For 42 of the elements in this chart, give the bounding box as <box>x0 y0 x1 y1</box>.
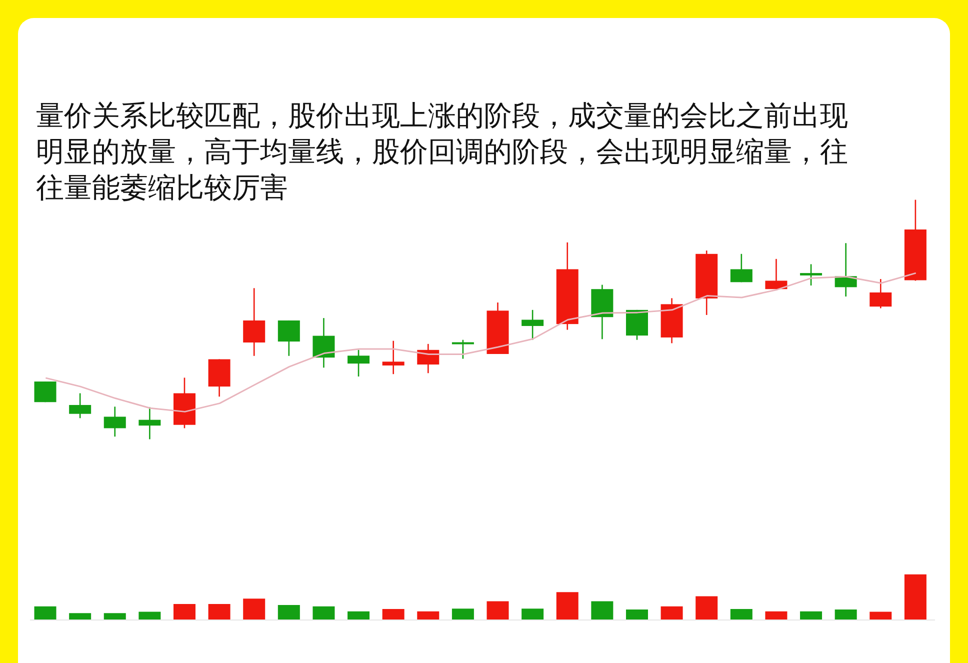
candlestick <box>69 392 92 419</box>
bar <box>312 606 335 620</box>
bar <box>173 604 196 620</box>
bar <box>208 604 230 620</box>
bar <box>870 612 892 620</box>
bar <box>834 610 857 620</box>
candlestick <box>870 278 892 309</box>
candlestick <box>312 317 335 368</box>
candlestick <box>730 253 752 283</box>
bar <box>34 606 56 620</box>
candlestick <box>243 287 266 357</box>
candlestick <box>522 309 544 341</box>
candlestick <box>278 320 300 357</box>
chart-title: 量价关系比较匹配，股价出现上涨的阶段，成交量的会比之前出现明显的放量，高于均量线，股价回调的阶段，会出现明显缩量，往往量能萎缩比较厉害 <box>36 98 849 206</box>
candlestick <box>348 349 370 378</box>
bar <box>522 608 544 620</box>
candlestick <box>138 406 161 440</box>
bar <box>730 609 752 620</box>
bar <box>382 609 404 620</box>
bar <box>243 598 266 620</box>
candlestick <box>800 264 822 286</box>
bar <box>278 604 300 620</box>
bar <box>104 613 126 620</box>
bar <box>417 611 440 620</box>
bar <box>696 596 718 620</box>
candlestick <box>765 258 788 290</box>
bar <box>69 613 92 620</box>
bar <box>800 611 822 620</box>
candlestick <box>104 406 126 438</box>
bar <box>138 612 161 620</box>
bar <box>348 611 370 620</box>
candlestick <box>34 380 56 403</box>
bar <box>556 592 578 620</box>
bar <box>486 601 509 620</box>
bar <box>626 610 648 620</box>
candlestick <box>382 340 404 375</box>
bar <box>904 574 926 620</box>
bar <box>765 611 788 620</box>
bar <box>660 606 683 620</box>
bar <box>591 601 614 620</box>
candlestick <box>452 339 474 360</box>
bar <box>452 608 474 620</box>
